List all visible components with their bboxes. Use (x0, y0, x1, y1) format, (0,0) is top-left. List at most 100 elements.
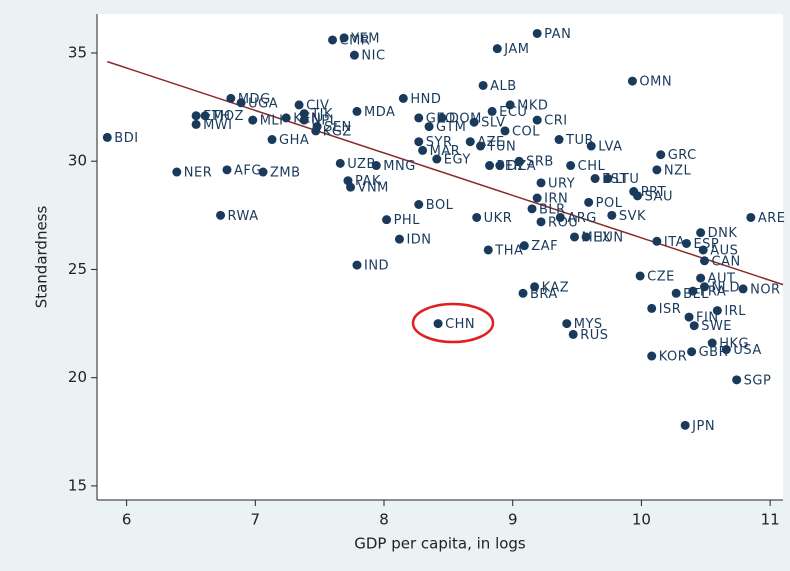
point (569, 232, 579, 242)
point (568, 329, 578, 339)
point (647, 351, 657, 361)
point-label: NER (184, 166, 212, 181)
point-label: CHN (445, 317, 475, 332)
point (627, 76, 637, 86)
point-label: ALB (490, 79, 517, 94)
point (536, 178, 546, 188)
point (738, 284, 748, 294)
point-label: THA (494, 243, 523, 258)
point-label: GHA (279, 133, 309, 148)
point (299, 109, 309, 119)
point (191, 119, 201, 129)
point-label: AUS (710, 243, 738, 258)
point (424, 122, 434, 132)
point (689, 321, 699, 331)
point-label: UZB (347, 157, 376, 172)
point-label: SRB (526, 155, 554, 170)
point-label: DZA (507, 159, 536, 174)
point (652, 236, 662, 246)
point-label: NZL (664, 163, 692, 178)
point (586, 141, 596, 151)
point-label: KGZ (323, 124, 352, 139)
point-label: TUN (487, 140, 517, 155)
point-label: BDI (114, 131, 138, 146)
point (732, 375, 742, 385)
point-label: MLI (260, 114, 284, 129)
point-label: URY (548, 176, 575, 191)
point-label: IRN (544, 192, 568, 207)
point (200, 111, 210, 121)
point-label: NIC (361, 49, 385, 64)
point (656, 150, 666, 160)
point-label: ISR (659, 302, 682, 317)
point-label: COL (512, 124, 540, 139)
point-label: IDN (406, 233, 431, 248)
point-label: ARG (567, 211, 597, 226)
point (487, 106, 497, 116)
point (555, 212, 565, 222)
x-tick-label: 11 (761, 511, 780, 529)
x-tick-label: 9 (508, 511, 518, 529)
point-label: AUT (708, 272, 736, 287)
point (527, 204, 537, 214)
trend-line (107, 60, 784, 286)
x-tick-label: 10 (632, 511, 651, 529)
point-label: VNM (358, 181, 389, 196)
point (328, 35, 338, 45)
point (299, 115, 309, 125)
point (432, 154, 442, 164)
point (258, 167, 268, 177)
point (652, 165, 662, 175)
point (721, 345, 731, 355)
point (584, 197, 594, 207)
point-label: MNG (383, 159, 416, 174)
point (607, 210, 617, 220)
point-label: PRT (641, 185, 666, 200)
point-label: CZE (647, 269, 675, 284)
point (349, 50, 359, 60)
point-label: LTU (615, 172, 639, 187)
point (699, 256, 709, 266)
point (530, 282, 540, 292)
point (492, 44, 502, 54)
point (495, 161, 505, 171)
point-label: MDA (364, 105, 395, 120)
point-label: TJK (310, 107, 333, 122)
point-label: JPN (691, 419, 715, 434)
point (684, 312, 694, 322)
point (633, 191, 643, 201)
point-label: USA (733, 343, 761, 358)
point (514, 156, 524, 166)
point (532, 28, 542, 38)
point (294, 100, 304, 110)
point (532, 193, 542, 203)
highlight-circle (411, 302, 495, 344)
point (518, 288, 528, 298)
point-label: ROU (548, 215, 578, 230)
point (478, 80, 488, 90)
point-label: SLV (481, 116, 505, 131)
point-label: BEL (683, 287, 709, 302)
point (680, 420, 690, 430)
point (371, 161, 381, 171)
point-label: GBR (699, 345, 729, 360)
point-label: IRL (724, 304, 746, 319)
plot-area (97, 14, 783, 500)
point-label: ECU (499, 105, 527, 120)
point (483, 245, 493, 255)
point-label: ZAF (531, 239, 558, 254)
point (248, 115, 258, 125)
point (312, 122, 322, 132)
point-label: NLD (711, 280, 739, 295)
point-label: MYS (574, 317, 603, 332)
point-label: KAZ (542, 280, 570, 295)
point (581, 232, 591, 242)
point (281, 113, 291, 123)
point (472, 212, 482, 222)
point-label: MDG (238, 92, 271, 107)
point-label: HND (410, 92, 441, 107)
point (519, 241, 529, 251)
y-tick-label: 20 (68, 368, 87, 386)
point-label: KOR (659, 350, 688, 365)
point-label: CMR (340, 33, 371, 48)
